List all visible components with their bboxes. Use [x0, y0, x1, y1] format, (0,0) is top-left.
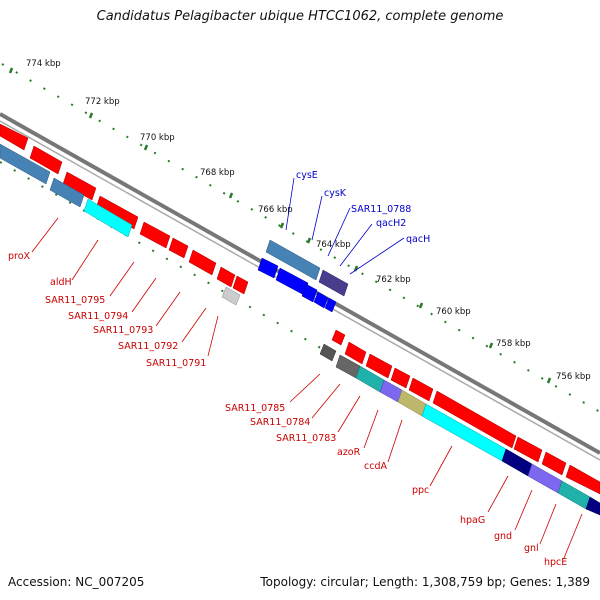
- gene-label-SAR11_0784: SAR11_0784: [250, 417, 310, 428]
- forward-strand-genes: [0, 123, 600, 495]
- major-ticks: [8, 67, 552, 384]
- tick-label-774: 774 kbp: [26, 59, 61, 69]
- gene-forward-18: [565, 464, 600, 495]
- gene-label-cysE: cysE: [296, 170, 318, 181]
- gene-forward-14: [408, 377, 434, 402]
- gene-forward-16: [513, 436, 543, 463]
- gene-reverse-2: [49, 177, 85, 208]
- gene-reverse-3: [83, 198, 133, 238]
- gene-forward-6: [168, 237, 189, 259]
- gene-label-SAR11_0795: SAR11_0795: [45, 295, 105, 306]
- gene-forward-7: [188, 249, 217, 276]
- gene-forward-17: [541, 451, 567, 476]
- gene-label-hpcE: hpcE: [544, 557, 567, 568]
- gene-forward-2: [29, 145, 63, 175]
- gene-forward-1: [0, 123, 29, 151]
- gene-forward-5: [139, 221, 171, 249]
- gene-forward-15: [432, 390, 517, 449]
- tick-label-762: 762 kbp: [376, 275, 411, 285]
- reverse-label-leaders: [31, 217, 583, 559]
- gene-qacH2-b: [313, 291, 329, 309]
- gene-label-SAR11_0788: SAR11_0788: [351, 204, 411, 215]
- gene-label-qacH: qacH: [406, 234, 430, 245]
- gene-reverse-4: [221, 286, 241, 306]
- gene-label-aldH: aldH: [50, 277, 72, 288]
- tick-label-770: 770 kbp: [140, 133, 175, 143]
- gene-cysK: [257, 257, 279, 279]
- gene-label-SAR11_0794: SAR11_0794: [68, 311, 128, 322]
- gene-forward-12: [365, 353, 393, 379]
- gene-label-ccdA: ccdA: [364, 461, 387, 472]
- gene-label-azoR: azoR: [337, 447, 361, 458]
- gene-reverse-5: [319, 343, 337, 362]
- gene-qacH: [318, 269, 349, 297]
- reverse-strand-genes: [0, 143, 600, 516]
- tick-label-756: 756 kbp: [556, 372, 591, 382]
- tick-label-768: 768 kbp: [200, 168, 235, 178]
- tick-label-766: 766 kbp: [258, 205, 293, 215]
- gene-label-cysK: cysK: [324, 188, 347, 199]
- gene-label-SAR11_0791: SAR11_0791: [146, 358, 206, 369]
- gene-label-SAR11_0792: SAR11_0792: [118, 341, 178, 352]
- gene-forward-4: [95, 195, 139, 230]
- tick-label-772: 772 kbp: [85, 97, 120, 107]
- forward-labels: cysE cysK SAR11_0788 qacH2 qacH: [296, 170, 430, 245]
- gene-forward-13: [390, 367, 411, 389]
- gene-reverse-1: [0, 143, 51, 185]
- forward-label-leaders: [285, 177, 405, 275]
- gene-label-SAR11_0785: SAR11_0785: [225, 403, 285, 414]
- gene-label-hpaG: hpaG: [460, 515, 485, 526]
- tick-label-760: 760 kbp: [436, 307, 471, 317]
- gene-forward-11: [344, 341, 367, 365]
- gene-qacH2-c: [324, 297, 337, 313]
- gene-label-gnd: gnd: [494, 531, 512, 542]
- gene-label-SAR11_0783: SAR11_0783: [276, 433, 336, 444]
- gene-label-qacH2: qacH2: [376, 218, 406, 229]
- reverse-labels: proX aldH SAR11_0795 SAR11_0794 SAR11_07…: [8, 251, 567, 568]
- tick-label-758: 758 kbp: [496, 339, 531, 349]
- gene-label-ppc: ppc: [412, 485, 429, 496]
- outer-tick-ring: [1, 63, 600, 413]
- gene-qacH2-a: [301, 283, 318, 303]
- gene-forward-10: [331, 329, 346, 346]
- gene-forward-8: [216, 266, 236, 288]
- map-title: Candidatus Pelagibacter ubique HTCC1062,…: [96, 9, 504, 24]
- genome-summary-text: Topology: circular; Length: 1,308,759 bp…: [260, 575, 590, 589]
- accession-text: Accession: NC_007205: [8, 575, 145, 589]
- gene-forward-3: [62, 171, 97, 201]
- gene-cysE: [265, 239, 321, 281]
- gene-label-SAR11_0793: SAR11_0793: [93, 325, 153, 336]
- gene-reverse-14: [585, 496, 600, 516]
- gene-label-gnl: gnl: [524, 543, 539, 554]
- gene-forward-9: [232, 275, 249, 295]
- gene-label-proX: proX: [8, 251, 31, 262]
